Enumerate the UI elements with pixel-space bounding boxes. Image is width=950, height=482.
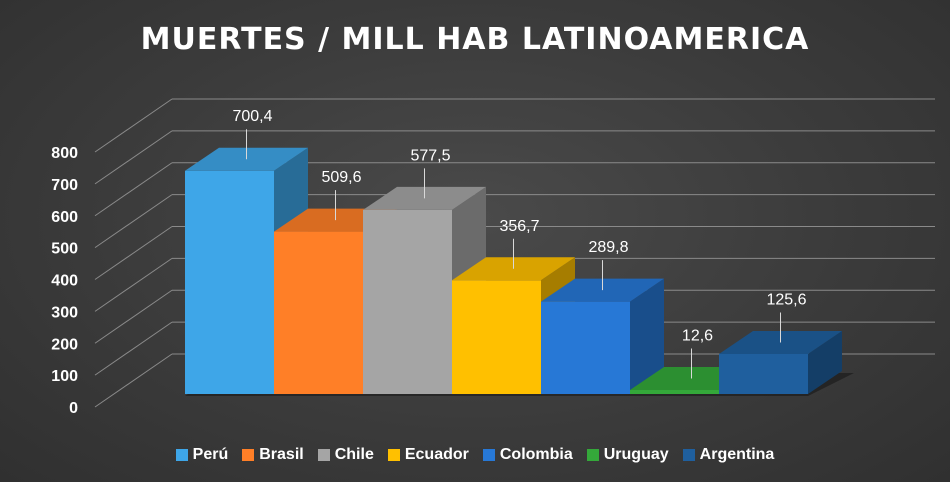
legend-swatch — [682, 449, 695, 461]
legend-swatch — [387, 449, 400, 461]
legend-item: Brasil — [242, 446, 304, 464]
legend-label: Argentina — [699, 446, 775, 463]
legend-swatch — [242, 449, 255, 461]
data-label: 125,6 — [766, 291, 806, 308]
data-label: 12,6 — [682, 327, 713, 344]
y-tick-label: 500 — [51, 241, 78, 258]
data-label: 289,8 — [588, 239, 628, 256]
bar-argentina — [719, 330, 842, 394]
legend-item: Colombia — [482, 446, 573, 464]
y-tick-label: 0 — [69, 400, 78, 417]
legend-item: Argentina — [682, 446, 775, 464]
legend-label: Colombia — [499, 446, 573, 463]
y-tick-label: 400 — [51, 273, 78, 290]
y-tick-label: 700 — [51, 177, 78, 194]
data-label: 356,7 — [499, 218, 539, 235]
y-tick-label: 200 — [51, 336, 78, 353]
data-label: 509,6 — [321, 169, 361, 186]
y-tick-label: 800 — [51, 145, 78, 162]
gridline — [94, 98, 935, 153]
chart-legend: Perú Brasil Chile Ecuador Colombia Uruguay Arg… — [0, 446, 950, 464]
chart-title: MUERTES / MILL HAB LATINOAMERICA — [140, 22, 810, 57]
y-tick-label: 600 — [51, 209, 78, 226]
data-label: 577,5 — [410, 147, 450, 164]
legend-label: Chile — [334, 446, 374, 463]
gridline — [94, 130, 935, 185]
legend-swatch — [482, 449, 495, 461]
legend-label: Perú — [192, 446, 229, 463]
data-label: 700,4 — [232, 108, 272, 125]
y-tick-label: 300 — [51, 304, 78, 321]
legend-label: Ecuador — [404, 446, 469, 463]
legend-item: Perú — [175, 446, 229, 464]
bar-colombia — [541, 278, 664, 394]
legend-item: Chile — [317, 446, 374, 464]
legend-item: Uruguay — [586, 446, 669, 464]
legend-swatch — [586, 449, 599, 461]
legend-item: Ecuador — [387, 446, 469, 464]
legend-label: Brasil — [259, 446, 304, 463]
y-tick-label: 100 — [51, 368, 78, 385]
legend-swatch — [175, 449, 188, 461]
legend-label: Uruguay — [603, 446, 669, 463]
legend-swatch — [317, 449, 330, 461]
